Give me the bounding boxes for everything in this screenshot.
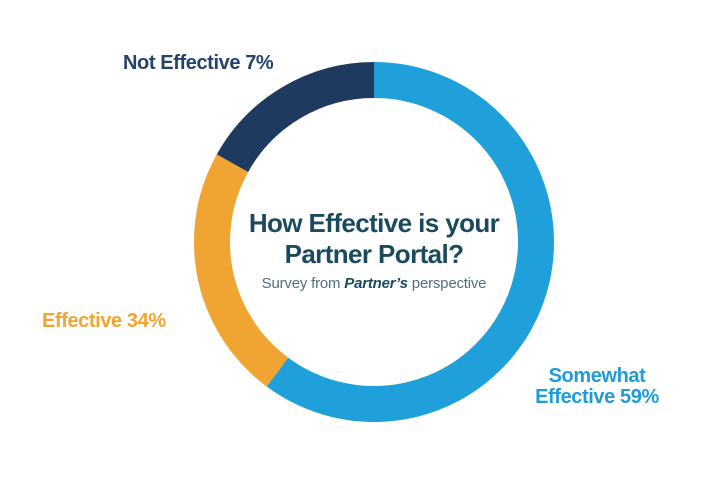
label-somewhat-effective: Somewhat Effective 59% (522, 366, 672, 408)
label-somewhat-line1: Somewhat (548, 365, 646, 387)
label-somewhat-line2: Effective 59% (535, 386, 659, 408)
donut-chart: How Effective is your Partner Portal? Su… (194, 62, 554, 422)
label-not-effective: Not Effective 7% (123, 52, 274, 74)
donut-segment-effective (194, 62, 554, 422)
donut-segment-somewhat-effective (194, 62, 554, 422)
donut-ring (194, 62, 554, 422)
label-effective: Effective 34% (42, 310, 166, 332)
